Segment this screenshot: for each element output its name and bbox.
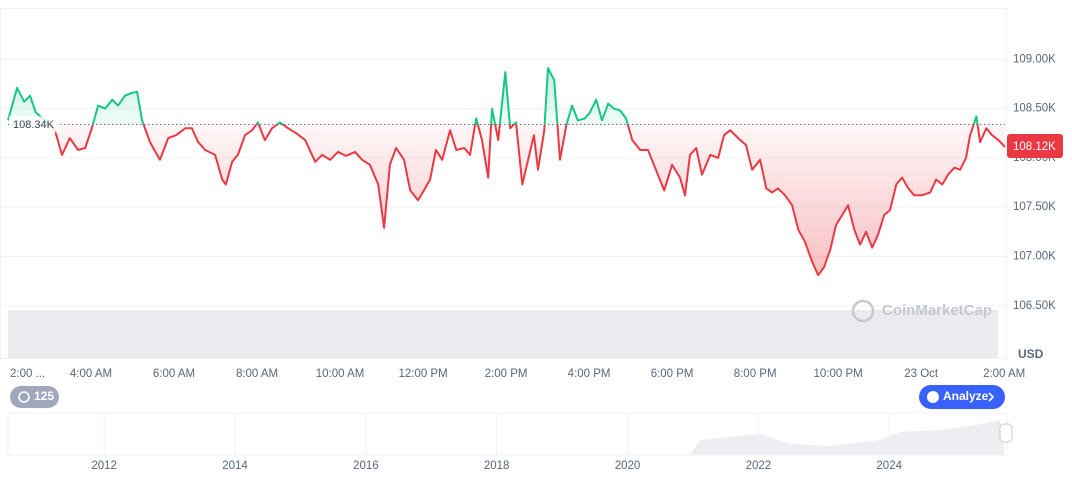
x-tick-label: 6:00 PM (651, 368, 694, 380)
history-count: 125 (34, 389, 54, 403)
x-tick-label: 10:00 PM (814, 368, 863, 380)
analyze-icon (927, 391, 939, 403)
navigator-tick-label: 2022 (746, 460, 772, 472)
navigator-tick-label: 2024 (876, 460, 902, 472)
navigator-tick-label: 2020 (615, 460, 641, 472)
history-badge[interactable]: 125 (10, 386, 59, 408)
x-tick-label: 2:00 ... (10, 368, 45, 380)
x-tick-label: 8:00 AM (236, 368, 278, 380)
watermark: CoinMarketCap (851, 299, 992, 323)
y-tick-label: 106.50K (1013, 300, 1056, 312)
navigator-tick-label: 2018 (484, 460, 510, 472)
x-tick-label: 12:00 PM (398, 368, 447, 380)
plot: 108.34K (7, 67, 1006, 277)
currency-label: USD (1018, 347, 1044, 361)
x-tick-label: 10:00 AM (316, 368, 365, 380)
navigator-handle[interactable] (999, 423, 1013, 443)
x-tick-label: 8:00 PM (734, 368, 777, 380)
navigator-silhouette (8, 420, 1005, 455)
plot-frame (0, 8, 1007, 359)
last-price-tag (1007, 134, 1063, 159)
analyze-label: Analyze (943, 389, 989, 403)
last-price-label: 108.12K (1013, 141, 1056, 153)
watermark-logo (851, 299, 875, 323)
x-tick-label: 4:00 AM (70, 368, 112, 380)
baseline-label: 108.34K (13, 119, 55, 131)
analyze-chevron (988, 392, 995, 402)
y-tick-label: 107.50K (1013, 201, 1056, 213)
analyze-button[interactable]: Analyze (919, 385, 1005, 409)
x-tick-label: 2:00 AM (983, 368, 1025, 380)
navigator (7, 412, 1013, 456)
x-tick-label: 4:00 PM (568, 368, 611, 380)
analyze-button-bg[interactable] (919, 385, 1005, 409)
y-tick-label: 108.50K (1013, 103, 1056, 115)
volume-band (8, 310, 998, 358)
navigator-tick-label: 2012 (91, 460, 117, 472)
x-tick-label: 23 Oct (904, 368, 939, 380)
navigator-tick-label: 2014 (222, 460, 248, 472)
x-tick-label: 6:00 AM (153, 368, 195, 380)
x-tick-label: 2:00 PM (485, 368, 528, 380)
history-icon (18, 391, 30, 403)
price-line (7, 67, 1006, 277)
navigator-tick-label: 2016 (353, 460, 379, 472)
baseline-label-bg (9, 116, 59, 133)
y-tick-label: 107.00K (1013, 250, 1056, 262)
baseline-area (8, 68, 1005, 276)
y-tick-label: 109.00K (1013, 53, 1056, 65)
watermark-text: CoinMarketCap (882, 302, 992, 319)
